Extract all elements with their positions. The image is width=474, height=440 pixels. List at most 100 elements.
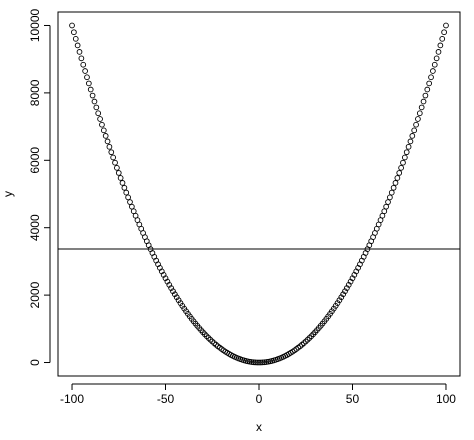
data-point [409, 133, 416, 139]
plot-frame [57, 11, 461, 377]
data-point [119, 180, 126, 186]
data-point [426, 80, 432, 87]
data-point [78, 55, 85, 62]
data-point [381, 208, 388, 215]
data-point [82, 68, 88, 74]
data-points [69, 22, 449, 366]
data-point [104, 138, 111, 145]
x-tick-label: 50 [346, 392, 360, 406]
data-point [435, 49, 442, 55]
data-point [170, 288, 176, 295]
data-point [396, 170, 403, 176]
data-point [114, 164, 120, 171]
data-point [106, 143, 113, 150]
data-point [424, 86, 431, 93]
data-point [74, 42, 81, 49]
y-tick-label: 2000 [28, 281, 42, 308]
data-point [91, 98, 98, 105]
data-point [89, 92, 96, 99]
data-point [99, 121, 105, 128]
data-point [72, 35, 79, 42]
data-point [173, 294, 180, 301]
data-point [388, 189, 395, 196]
data-point [258, 359, 264, 366]
data-point [433, 55, 440, 62]
data-point [261, 359, 268, 366]
data-point [398, 164, 404, 171]
data-point [428, 74, 434, 81]
data-point [334, 300, 341, 306]
x-tick-label: 100 [436, 392, 456, 406]
data-point [411, 127, 418, 134]
data-point [203, 333, 210, 339]
data-point [250, 359, 257, 366]
data-point [112, 159, 118, 166]
data-point [172, 291, 178, 298]
data-point [108, 149, 115, 156]
x-tick-label: -100 [60, 392, 84, 406]
data-point [71, 29, 77, 36]
data-point [207, 336, 214, 343]
x-tick-label: 0 [256, 392, 263, 406]
data-point [441, 29, 447, 36]
y-tick-label: 0 [28, 359, 42, 366]
data-point [437, 42, 444, 49]
data-point [175, 297, 182, 304]
data-point [205, 335, 212, 341]
data-point [394, 175, 401, 181]
y-tick-label: 6000 [28, 147, 42, 174]
data-point [338, 294, 345, 301]
data-point [413, 121, 419, 128]
y-axis: 0 2000 4000 6000 8000 10000 [28, 8, 51, 366]
data-point [95, 110, 102, 117]
data-point [256, 359, 262, 366]
data-point [100, 127, 107, 134]
data-point [259, 359, 266, 366]
data-point [86, 80, 92, 87]
data-point [415, 116, 421, 122]
x-axis-label: x [256, 420, 262, 434]
data-point [117, 175, 124, 181]
data-point [443, 22, 449, 29]
data-point [336, 297, 343, 304]
data-point [125, 194, 131, 201]
data-point [248, 359, 255, 365]
data-point [401, 154, 408, 161]
data-point [129, 203, 135, 210]
data-point [93, 104, 100, 111]
data-point [403, 149, 410, 156]
data-point [385, 199, 391, 205]
data-point [420, 98, 427, 105]
y-axis-label: y [1, 191, 15, 197]
data-point [416, 110, 423, 117]
data-point [252, 359, 259, 366]
data-point [430, 68, 436, 74]
data-point [110, 154, 117, 161]
data-point [340, 291, 346, 298]
y-tick-label: 8000 [28, 79, 42, 106]
data-point [400, 159, 406, 166]
data-point [87, 86, 94, 93]
data-point [418, 104, 425, 111]
x-tick-label: -50 [157, 392, 175, 406]
data-point [439, 35, 446, 42]
data-point [383, 203, 389, 210]
x-axis: -100 -50 0 50 100 [60, 383, 456, 406]
data-point [97, 116, 103, 122]
data-point [431, 61, 438, 68]
data-point [121, 184, 128, 191]
data-point [254, 359, 260, 366]
data-point [127, 199, 133, 205]
data-point [422, 92, 429, 99]
data-point [304, 336, 311, 343]
data-point [407, 138, 414, 145]
data-point [306, 335, 313, 341]
data-point [76, 49, 83, 55]
data-point [102, 133, 109, 139]
data-point [115, 170, 122, 176]
data-point [80, 61, 87, 68]
y-tick-label: 4000 [28, 214, 42, 241]
data-point [392, 180, 399, 186]
data-point [84, 74, 90, 81]
